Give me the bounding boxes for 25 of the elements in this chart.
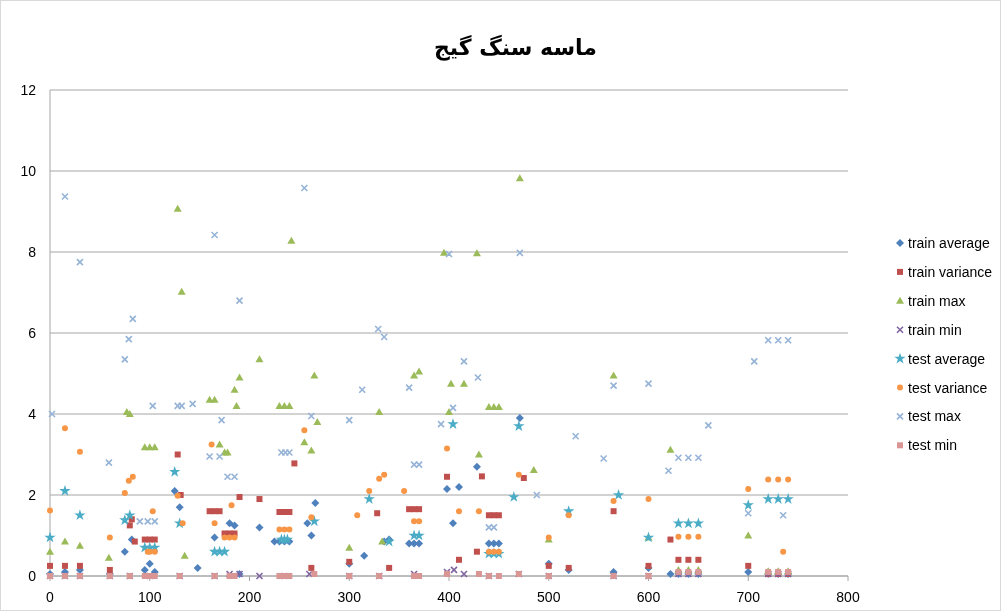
chart-title: ماسه سنگ گیج: [434, 34, 597, 61]
legend-label: train min: [908, 321, 962, 338]
legend-label: train variance: [908, 263, 993, 280]
legend-label: test variance: [908, 379, 988, 396]
y-tick-label: 6: [28, 325, 37, 341]
x-tick-label: 700: [736, 589, 761, 605]
legend-label: test min: [908, 437, 958, 454]
x-tick-label: 300: [337, 589, 362, 605]
x-tick-label: 600: [636, 589, 661, 605]
y-tick-label: 10: [20, 163, 37, 179]
y-tick-label: 4: [28, 406, 37, 422]
legend-label: train max: [908, 292, 966, 309]
x-tick-label: 500: [537, 589, 561, 605]
y-tick-label: 12: [20, 82, 37, 98]
x-tick-label: 200: [237, 589, 262, 605]
y-tick-label: 0: [28, 568, 37, 584]
legend-label: train average: [908, 235, 990, 251]
x-tick-label: 100: [138, 589, 162, 605]
y-tick-label: 2: [28, 487, 37, 503]
x-tick-label: 0: [46, 589, 55, 605]
legend-label: test max: [908, 408, 961, 425]
x-tick-label: 400: [437, 589, 461, 605]
x-tick-label: 800: [836, 589, 860, 605]
y-tick-label: 8: [28, 244, 37, 260]
legend-label: test average: [908, 350, 986, 367]
